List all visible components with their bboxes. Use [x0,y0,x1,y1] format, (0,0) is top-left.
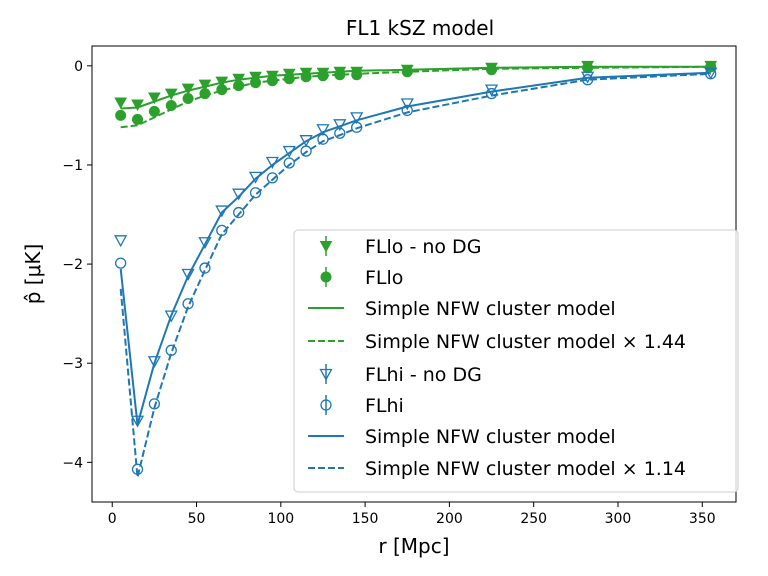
x-tick-label: 150 [352,511,379,527]
data-point [115,257,127,269]
y-tick-label: 0 [74,59,83,75]
data-point [300,145,312,157]
legend-label: FLhi - no DG [365,364,482,386]
series-line [120,65,711,110]
data-point [485,87,498,100]
data-point [199,262,211,274]
data-point [114,97,128,110]
data-point [198,237,212,250]
legend-label: Simple NFW cluster model [365,426,616,448]
legend-label: FLhi [365,395,404,417]
data-point [283,157,295,169]
series-2 [120,65,711,110]
y-axis-label: p̂ [μK] [21,244,45,305]
legend-label: Simple NFW cluster model × 1.44 [365,331,686,353]
data-point [164,310,178,323]
y-tick-label: −3 [62,356,83,372]
x-tick-label: 300 [605,511,632,527]
data-point [350,112,364,125]
data-point [114,235,128,248]
y-tick-label: −2 [62,257,83,273]
x-axis-label: r [Mpc] [378,534,449,558]
data-point [316,124,330,137]
legend-label: FLlo - no DG [365,236,481,258]
legend-label: FLlo [365,267,403,289]
series-line [120,65,711,129]
data-point [147,356,161,369]
series-line [119,72,711,479]
x-tick-label: 100 [267,511,294,527]
x-tick-label: 0 [108,511,117,527]
legend-label: Simple NFW cluster model [365,298,616,320]
plot-area [114,60,718,479]
series-line [119,71,711,426]
x-tick-label: 200 [436,511,463,527]
chart-title: FL1 kSZ model [346,16,494,40]
x-tick-label: 350 [689,511,716,527]
legend-label: Simple NFW cluster model × 1.14 [365,458,686,480]
data-point [131,99,144,112]
x-tick-label: 250 [520,511,547,527]
y-tick-label: −4 [62,455,83,471]
axis-ticks: 0 50 100 150 200 250 300 350 0 −1 −2 −3 −4 [62,59,715,527]
data-point [400,98,414,111]
data-point [148,398,161,410]
data-point [401,104,413,117]
legend-marker-swatch [319,368,333,381]
series-6 [119,71,711,426]
data-point [233,206,245,219]
legend-box [293,229,739,493]
data-point [115,109,127,121]
data-point [132,113,144,125]
legend-marker-swatch [319,241,333,253]
data-point [266,172,279,184]
legend: FLlo - no DG FLlo Simple NFW cluster model… [293,229,739,493]
legend-marker-swatch [320,399,332,411]
data-point [334,127,346,139]
data-point [148,105,160,117]
data-point [181,268,195,281]
series-4 [114,67,718,428]
legend-marker-swatch [320,271,332,283]
series-7 [119,72,711,479]
data-point [249,187,262,199]
series-3 [120,65,711,129]
x-tick-label: 50 [188,511,206,527]
data-point [148,92,161,105]
y-tick-label: −1 [62,158,83,174]
